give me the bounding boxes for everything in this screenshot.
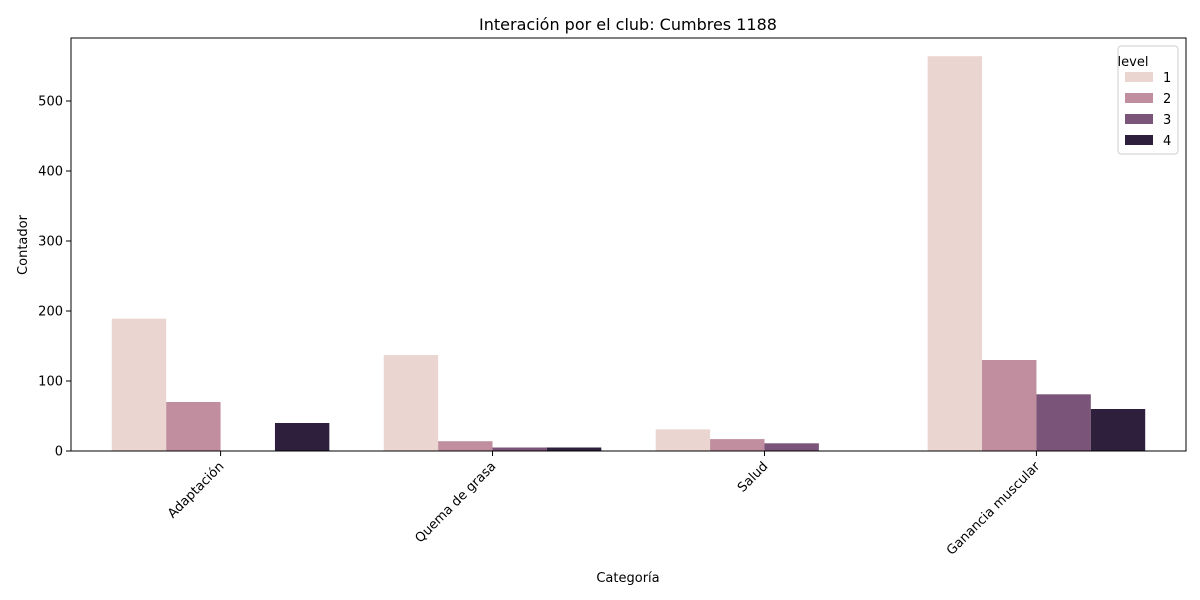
legend-swatch-3 — [1125, 114, 1153, 124]
legend-swatch-2 — [1125, 93, 1153, 103]
y-tick-label: 100 — [38, 375, 63, 390]
y-tick-label: 200 — [38, 305, 63, 320]
x-tick-label: Salud — [735, 459, 771, 495]
legend-label-1: 1 — [1163, 71, 1171, 86]
y-tick-label: 500 — [38, 95, 63, 110]
bar-level-2-0 — [166, 402, 221, 451]
legend-label-4: 4 — [1163, 134, 1171, 149]
legend-label-2: 2 — [1163, 92, 1171, 107]
legend-title: level — [1118, 55, 1149, 70]
bar-level-3-1 — [492, 447, 547, 451]
legend-swatch-4 — [1125, 135, 1153, 145]
bar-level-4-3 — [1090, 409, 1146, 451]
legend: level 1 2 3 4 — [1117, 45, 1179, 155]
bar-level-1-1 — [383, 355, 439, 451]
bar-level-1-2 — [655, 429, 711, 451]
y-axis: 0 100 200 300 400 500 — [38, 95, 71, 460]
legend-swatch-1 — [1125, 72, 1153, 82]
bar-level-4-0 — [274, 423, 330, 451]
y-tick-label: 300 — [38, 235, 63, 250]
bar-level-1-3 — [927, 56, 983, 451]
bar-level-3-3 — [1036, 394, 1091, 451]
bar-level-2-3 — [982, 360, 1037, 451]
x-tick-label: Ganancia muscular — [944, 459, 1044, 559]
legend-label-3: 3 — [1163, 113, 1171, 128]
y-tick-label: 0 — [55, 445, 63, 460]
x-tick-label: Adaptación — [165, 459, 227, 521]
bar-level-1-0 — [111, 318, 167, 451]
plot-area — [111, 56, 1146, 451]
chart-title: Interación por el club: Cumbres 1188 — [479, 15, 777, 34]
x-axis-label: Categoría — [596, 571, 659, 586]
x-axis: Adaptación Quema de grasa Salud Ganancia mu… — [165, 451, 1044, 558]
bar-level-4-1 — [546, 447, 602, 451]
x-tick-label: Quema de grasa — [412, 459, 499, 546]
bar-level-2-2 — [710, 439, 765, 451]
y-axis-label: Contador — [16, 214, 31, 275]
y-tick-label: 400 — [38, 165, 63, 180]
plot-frame — [70, 37, 1187, 452]
bar-level-3-2 — [764, 443, 819, 451]
bar-level-2-1 — [438, 441, 493, 451]
